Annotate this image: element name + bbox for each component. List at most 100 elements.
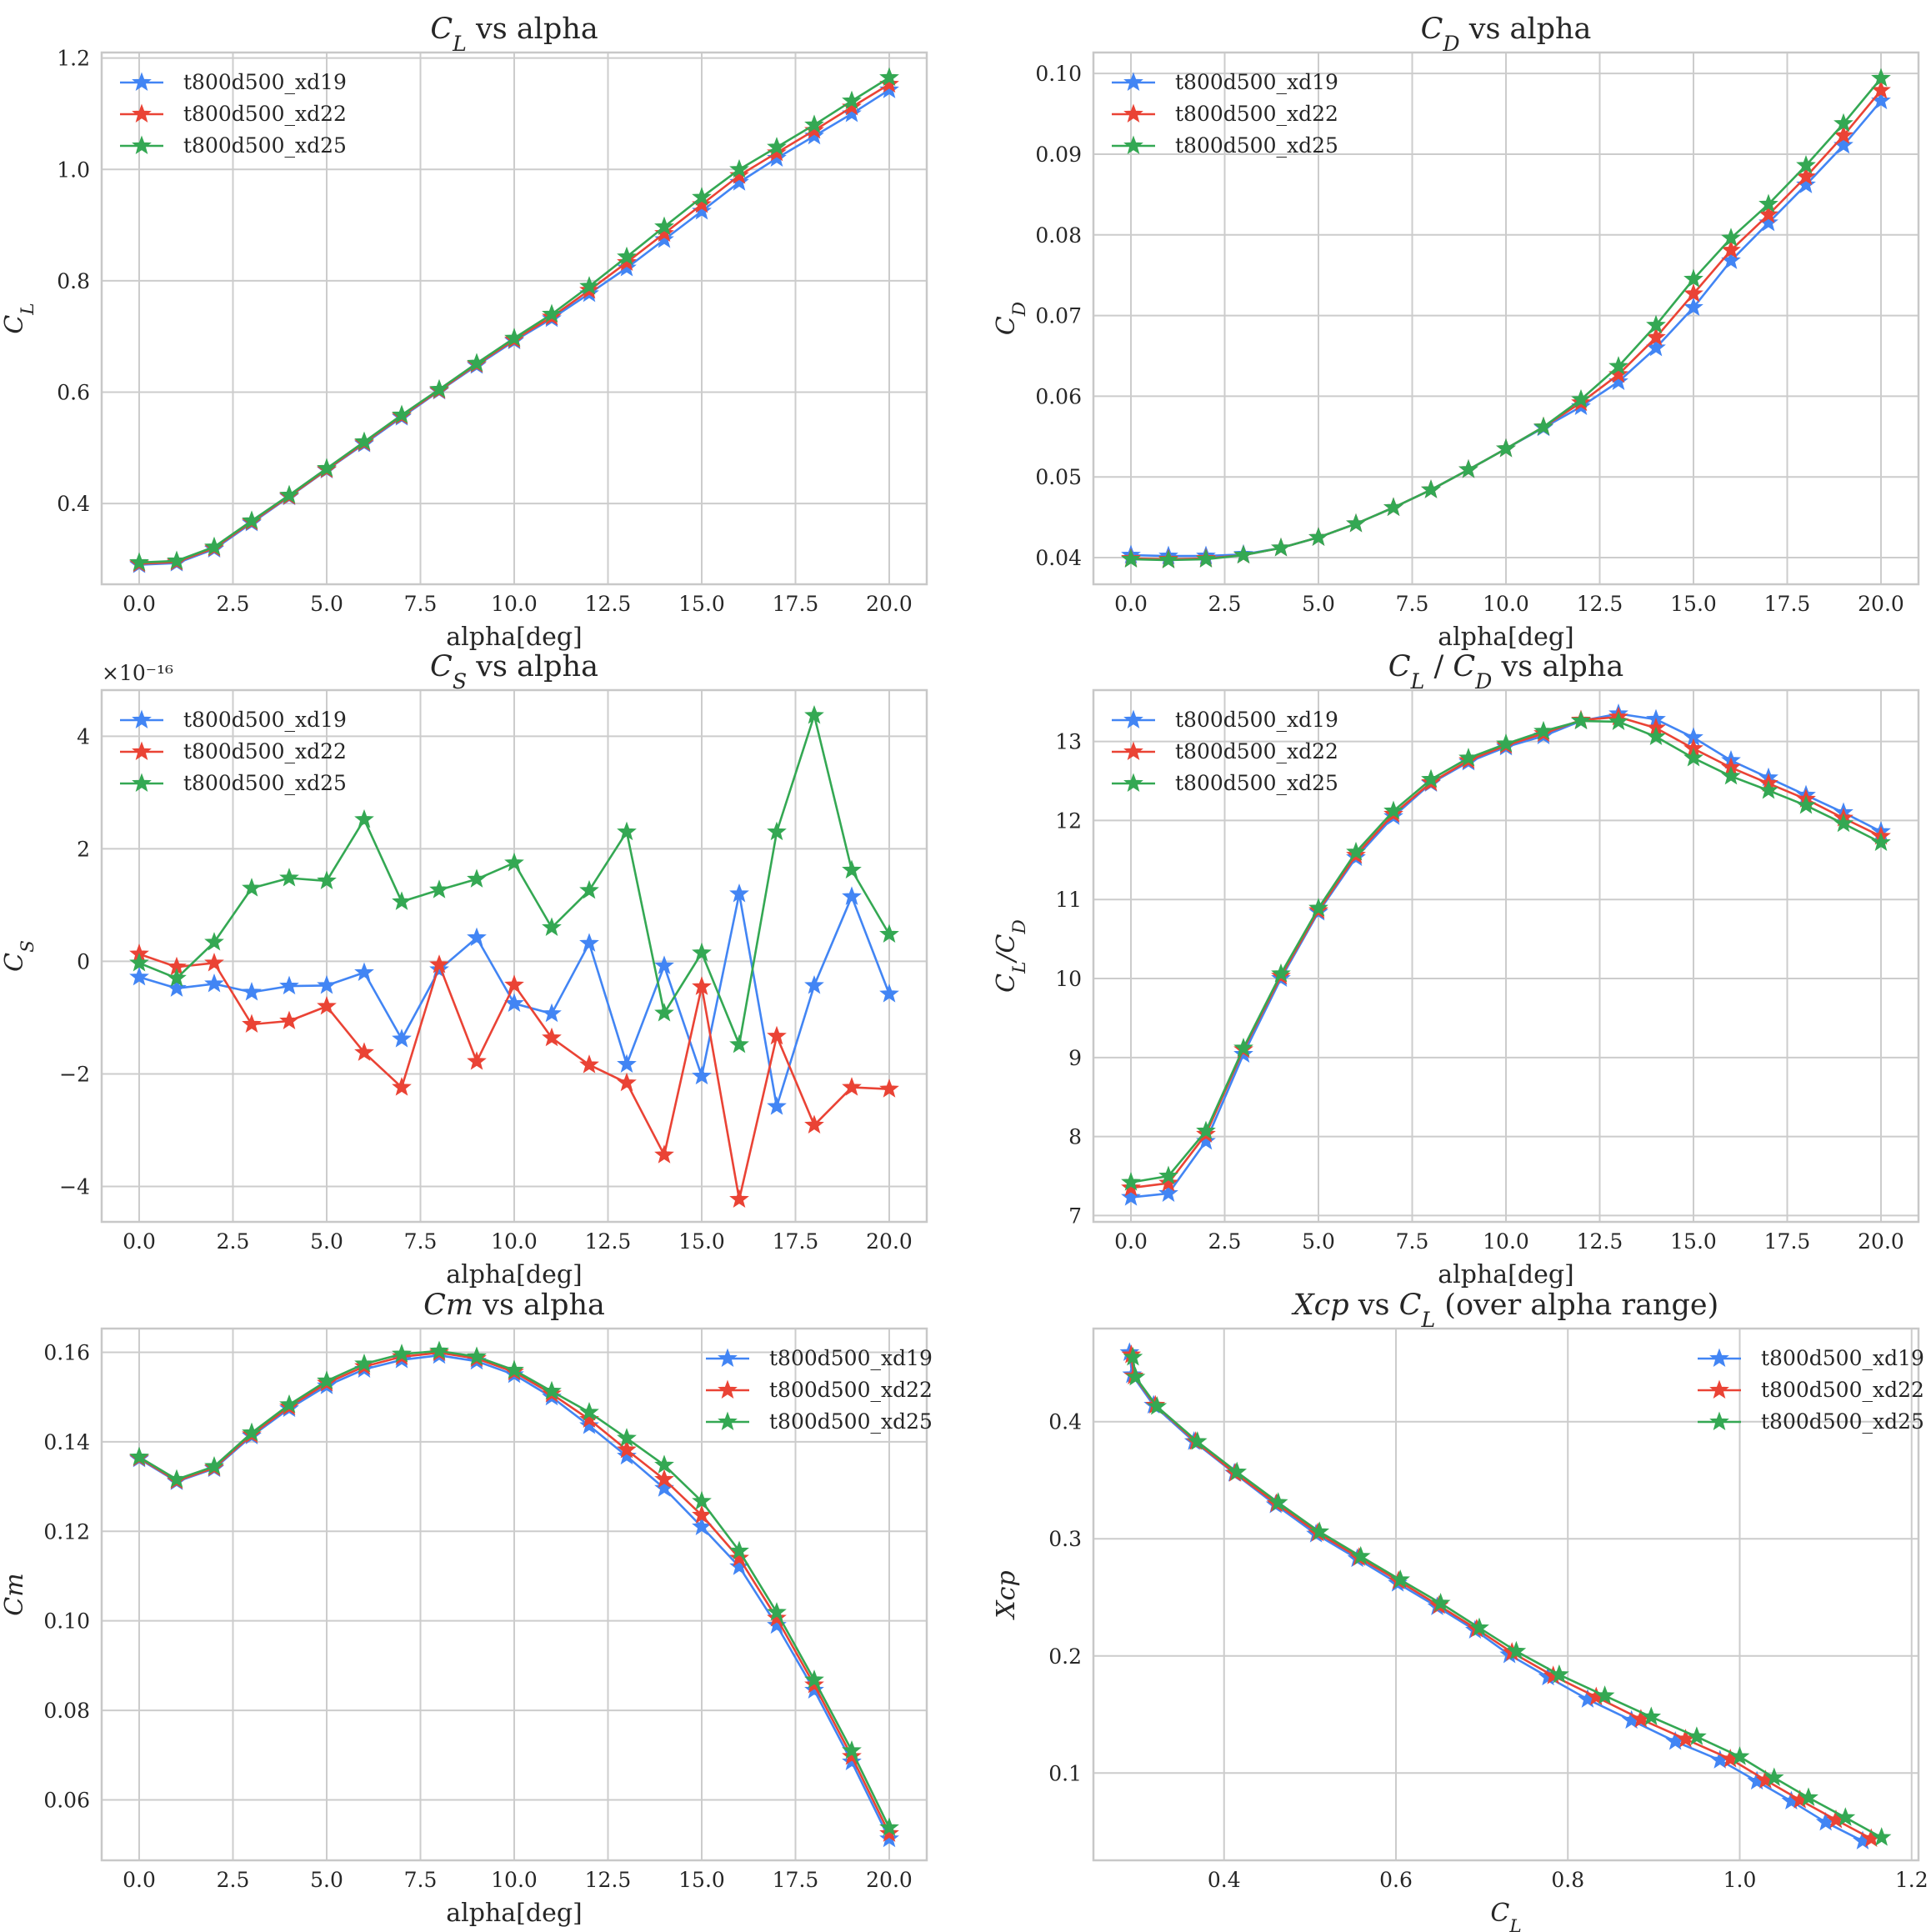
data-point-star bbox=[879, 79, 899, 98]
data-point-star bbox=[204, 1455, 224, 1475]
data-point-star bbox=[504, 1359, 524, 1379]
data-point-star bbox=[767, 148, 787, 167]
chart-title-part: vs alpha bbox=[1460, 13, 1592, 46]
data-point-star bbox=[467, 868, 487, 888]
data-point-star bbox=[467, 1346, 487, 1365]
y-tick-label: 0.3 bbox=[1048, 1527, 1082, 1551]
y-tick-label: 4 bbox=[77, 724, 90, 748]
legend-label: t800d500_xd22 bbox=[183, 739, 347, 763]
y-tick-label: 0.6 bbox=[57, 381, 90, 405]
data-point-star bbox=[204, 932, 224, 951]
y-tick-label: −2 bbox=[59, 1062, 90, 1086]
data-point-star bbox=[1271, 537, 1291, 557]
x-tick-label: 7.5 bbox=[1396, 1229, 1429, 1254]
data-point-star bbox=[804, 1114, 824, 1134]
legend: t800d500_xd19 t800d500_xd22 t800d500_xd25 bbox=[706, 1346, 933, 1434]
y-tick-label: 0.1 bbox=[1048, 1761, 1082, 1785]
x-tick-label: 0.8 bbox=[1551, 1868, 1584, 1892]
data-point-star bbox=[1687, 1726, 1707, 1745]
y-tick-label: 0.10 bbox=[1035, 62, 1082, 86]
data-point-star bbox=[1158, 1165, 1178, 1185]
y-axis-label-subscript: D bbox=[1009, 302, 1030, 317]
data-point-star bbox=[542, 917, 562, 936]
y-axis-label: Xcp bbox=[992, 1570, 1021, 1619]
data-point-star bbox=[804, 974, 824, 994]
chart-title: CS vs alpha bbox=[430, 650, 598, 693]
data-point-star bbox=[842, 1745, 862, 1765]
data-point-star bbox=[1758, 193, 1778, 213]
data-point-star bbox=[1549, 1664, 1569, 1684]
y-tick-label: 1.0 bbox=[57, 158, 90, 182]
x-tick-label: 20.0 bbox=[866, 1868, 913, 1892]
chart-title-subscript: L bbox=[452, 32, 467, 56]
x-tick-label: 17.5 bbox=[773, 592, 819, 616]
data-point-star bbox=[617, 258, 637, 277]
chart-title: Cm vs alpha bbox=[423, 1289, 605, 1322]
data-point-star bbox=[1721, 228, 1741, 247]
data-point-star bbox=[879, 1828, 899, 1848]
data-point-star bbox=[654, 1003, 674, 1022]
x-tick-label: 17.5 bbox=[1764, 1229, 1811, 1254]
legend: t800d500_xd19 t800d500_xd22 t800d500_xd25 bbox=[1112, 70, 1338, 158]
data-point-star bbox=[1227, 1461, 1248, 1481]
x-axis-label: alpha[deg] bbox=[446, 1899, 582, 1928]
y-axis-label-part: Cm bbox=[0, 1573, 29, 1615]
legend-star bbox=[1123, 103, 1143, 123]
x-tick-label: 2.5 bbox=[217, 1229, 250, 1254]
legend-star bbox=[718, 1348, 738, 1368]
x-axis-label: CL bbox=[1490, 1899, 1521, 1932]
x-tick-label: 15.0 bbox=[1670, 1229, 1717, 1254]
y-tick-label: 0.8 bbox=[57, 269, 90, 293]
data-point-star bbox=[767, 137, 787, 156]
data-point-star bbox=[1187, 1431, 1208, 1450]
data-point-star bbox=[767, 142, 787, 162]
data-point-star bbox=[1458, 459, 1478, 478]
data-point-star bbox=[1871, 1827, 1892, 1846]
series-t800d500_xd19 bbox=[129, 883, 899, 1115]
data-point-star bbox=[242, 982, 262, 1001]
data-point-star bbox=[1421, 479, 1441, 498]
data-point-star bbox=[204, 973, 224, 993]
data-point-star bbox=[354, 808, 374, 828]
y-axis-label-part: Xcp bbox=[992, 1570, 1021, 1619]
series-t800d500_xd25 bbox=[1123, 1346, 1892, 1846]
data-point-star bbox=[842, 1751, 862, 1770]
x-axis-label: alpha[deg] bbox=[446, 1260, 582, 1289]
chart-title-part: vs bbox=[1349, 1289, 1399, 1322]
legend-label: t800d500_xd25 bbox=[183, 771, 347, 795]
chart-title-part: (over alpha range) bbox=[1435, 1289, 1718, 1322]
y-tick-label: −4 bbox=[59, 1174, 90, 1199]
data-point-star bbox=[1871, 832, 1891, 852]
data-point-star bbox=[729, 1548, 749, 1567]
legend-star bbox=[132, 103, 152, 123]
data-point-star bbox=[692, 1490, 712, 1510]
data-point-star bbox=[654, 229, 674, 248]
data-point-star bbox=[1121, 1177, 1141, 1197]
data-point-star bbox=[1458, 748, 1478, 767]
data-point-star bbox=[1594, 1685, 1615, 1704]
data-point-star bbox=[1871, 68, 1891, 88]
y-tick-label: 8 bbox=[1068, 1125, 1082, 1149]
data-point-star bbox=[467, 1051, 487, 1070]
y-tick-label: 0.09 bbox=[1035, 143, 1082, 167]
legend-label: t800d500_xd25 bbox=[769, 1409, 933, 1434]
data-point-star bbox=[617, 1054, 637, 1074]
y-tick-label: 0.04 bbox=[1035, 546, 1082, 570]
data-point-star bbox=[729, 165, 749, 184]
legend-star bbox=[132, 72, 152, 92]
y-tick-label: 0 bbox=[77, 949, 90, 974]
chart-title-part: vs alpha bbox=[467, 13, 598, 46]
chart-title-part: Cm bbox=[423, 1289, 473, 1322]
chart-title-part: Xcp bbox=[1291, 1289, 1349, 1322]
chart-2: 0.0 2.5 5.0 7.5 10.0 12.5 15.0 17.5 20.0 0.04 0.05… bbox=[992, 13, 1920, 652]
y-tick-label: 10 bbox=[1055, 967, 1082, 991]
x-tick-label: 20.0 bbox=[866, 1229, 913, 1254]
data-point-star bbox=[129, 952, 149, 972]
data-point-star bbox=[392, 891, 412, 910]
data-point-star bbox=[1506, 1640, 1527, 1660]
y-axis-label: CL/CD bbox=[992, 919, 1030, 993]
legend-label: t800d500_xd19 bbox=[769, 1346, 933, 1370]
data-point-star bbox=[1729, 1746, 1750, 1765]
